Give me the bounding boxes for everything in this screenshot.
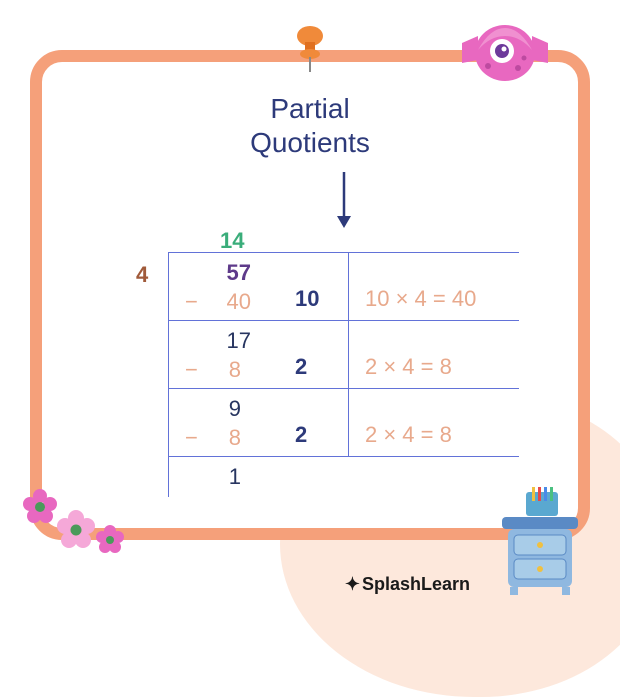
minus-icon: − — [181, 424, 198, 453]
arrow-down-icon — [332, 170, 356, 230]
intermediate-1: 17 — [181, 327, 271, 356]
remainder: 1 — [181, 463, 271, 492]
dividend: 57 — [181, 259, 271, 288]
pq-cell-3: 2 — [283, 389, 349, 457]
logo-text: SplashLearn — [362, 574, 470, 594]
work-row-3: 9 − 8 — [169, 389, 283, 457]
divisor: 4 — [136, 262, 148, 288]
title-line-2: Quotients — [250, 127, 370, 158]
expl-cell-2: 2 × 4 = 8 — [349, 321, 519, 389]
remainder-row: 1 — [169, 457, 283, 497]
spark-icon: ✦ — [345, 574, 360, 594]
expl-cell-1: 10 × 4 = 40 — [349, 253, 519, 321]
brand-logo: ✦SplashLearn — [345, 574, 470, 595]
subtract-line-2: − 8 — [181, 356, 271, 385]
sub-val-2: 8 — [229, 356, 271, 385]
explanation-column: 10 × 4 = 40 2 × 4 = 8 2 × 4 = 8 — [349, 252, 519, 457]
pq-cell-1: 10 — [283, 253, 349, 321]
subtract-line-1: − 40 — [181, 288, 271, 317]
pushpin-icon — [290, 24, 330, 74]
flowers-icon — [18, 482, 128, 562]
work-column: 57 − 40 17 − 8 9 − 8 — [168, 252, 283, 497]
minus-icon: − — [181, 356, 198, 385]
work-row-1: 57 − 40 — [169, 253, 283, 321]
pq-cell-2: 2 — [283, 321, 349, 389]
whiteboard: Partial Quotients 14 4 57 − 40 17 − 8 — [30, 50, 590, 540]
desk-icon — [490, 487, 590, 597]
intermediate-2: 9 — [181, 395, 271, 424]
sub-val-1: 40 — [227, 288, 271, 317]
minus-icon: − — [181, 288, 198, 317]
quotient: 14 — [220, 228, 244, 254]
title-line-1: Partial — [270, 93, 349, 124]
sub-val-3: 8 — [229, 424, 271, 453]
title: Partial Quotients — [42, 92, 578, 159]
subtract-line-3: − 8 — [181, 424, 271, 453]
work-row-2: 17 − 8 — [169, 321, 283, 389]
candy-monster-icon — [460, 18, 550, 88]
partial-quotient-column: 10 2 2 — [283, 252, 349, 457]
expl-cell-3: 2 × 4 = 8 — [349, 389, 519, 457]
